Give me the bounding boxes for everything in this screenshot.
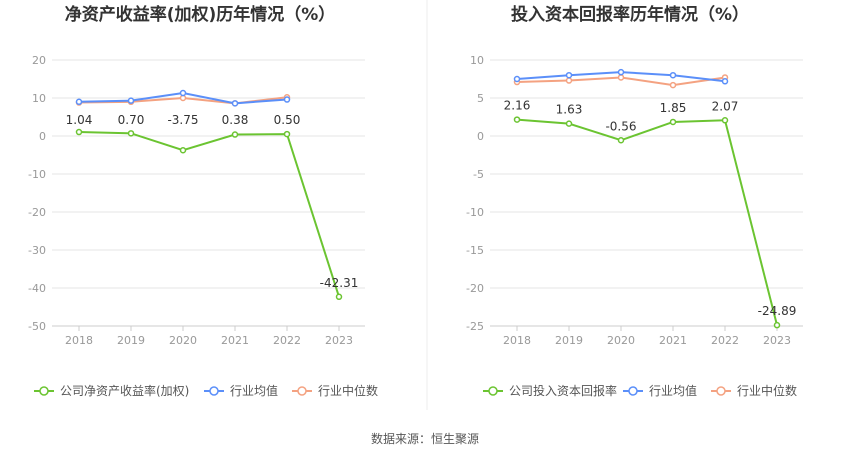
data-point[interactable] (75, 128, 83, 136)
y-tick-label: 0 (39, 130, 46, 143)
data-point[interactable] (231, 131, 239, 138)
y-tick-label: 20 (32, 54, 46, 67)
legend-marker-icon (716, 386, 726, 396)
data-point[interactable] (127, 130, 135, 137)
data-point[interactable] (127, 97, 135, 104)
x-tick-label: 2022 (273, 334, 301, 347)
data-point[interactable] (617, 68, 625, 76)
data-point[interactable] (513, 75, 521, 83)
data-point[interactable] (617, 137, 625, 144)
data-point[interactable] (617, 74, 625, 81)
x-tick-label: 2022 (711, 334, 739, 347)
data-label: 0.50 (274, 113, 301, 127)
legend-label: 行业中位数 (737, 383, 797, 398)
y-tick-label: 0 (477, 130, 484, 143)
x-tick-label: 2023 (325, 334, 353, 347)
legend-marker-icon (628, 386, 638, 396)
data-source-text: 数据来源：恒生聚源 (371, 431, 479, 446)
data-point[interactable] (669, 71, 677, 79)
x-tick-label: 2020 (169, 334, 197, 347)
y-tick-label: 5 (477, 92, 484, 105)
x-tick-label: 2021 (221, 334, 249, 347)
legend-label: 行业均值 (649, 383, 697, 398)
y-tick-label: -10 (466, 206, 484, 219)
data-point[interactable] (721, 78, 729, 85)
data-point[interactable] (513, 116, 521, 123)
data-point[interactable] (283, 96, 291, 103)
legend-item[interactable]: 行业均值 (204, 383, 278, 398)
legend-label: 行业均值 (230, 383, 278, 398)
y-tick-label: -25 (466, 320, 484, 333)
data-point[interactable] (179, 89, 187, 97)
roe-chart-panel: 净资产收益率(加权)历年情况（%） 20 10 0 -10 -20 -30 -40 -50 201… (28, 4, 378, 398)
legend-marker-icon (39, 386, 49, 396)
x-tick-label: 2019 (117, 334, 145, 347)
legend-marker-icon (488, 386, 498, 396)
data-label: -24.89 (758, 304, 797, 318)
data-point[interactable] (773, 321, 781, 329)
legend-label: 公司投入资本回报率 (509, 383, 617, 398)
data-label: -42.31 (320, 276, 359, 290)
y-tick-label: 10 (32, 92, 46, 105)
y-tick-label: -40 (28, 282, 46, 295)
legend-item[interactable]: 行业均值 (623, 383, 697, 398)
data-point[interactable] (565, 120, 573, 127)
x-tick-label: 2018 (503, 334, 531, 347)
y-tick-label: -50 (28, 320, 46, 333)
data-label: 0.70 (118, 113, 145, 127)
x-tick-label: 2021 (659, 334, 687, 347)
y-tick-label: -5 (473, 168, 484, 181)
y-tick-label: -20 (28, 206, 46, 219)
data-label: 2.16 (504, 99, 531, 113)
data-point[interactable] (179, 147, 187, 154)
roic-chart-panel: 投入资本回报率历年情况（%） 10 5 0 -5 -10 -15 -20 -25 2018 2019… (466, 4, 803, 398)
legend-item[interactable]: 公司净资产收益率(加权) (34, 383, 189, 398)
data-point[interactable] (231, 100, 239, 107)
data-point[interactable] (283, 130, 291, 138)
y-tick-label: -20 (466, 282, 484, 295)
y-tick-label: 10 (470, 54, 484, 67)
y-tick-label: -10 (28, 168, 46, 181)
legend-marker-icon (209, 386, 219, 396)
chart-title: 投入资本回报率历年情况（%） (511, 4, 749, 25)
data-label: 1.04 (66, 113, 93, 127)
data-point[interactable] (669, 118, 677, 126)
legend-item[interactable]: 行业中位数 (292, 383, 378, 398)
x-tick-label: 2023 (763, 334, 791, 347)
data-label: -0.56 (605, 119, 636, 133)
x-tick-label: 2020 (607, 334, 635, 347)
data-point[interactable] (335, 293, 343, 301)
legend-marker-icon (297, 386, 307, 396)
x-tick-label: 2019 (555, 334, 583, 347)
data-point[interactable] (565, 77, 573, 84)
data-label: 1.63 (556, 103, 583, 117)
data-point[interactable] (669, 81, 677, 89)
data-label: 0.38 (222, 113, 249, 127)
legend-label: 公司净资产收益率(加权) (60, 383, 189, 398)
y-tick-label: -30 (28, 244, 46, 257)
y-tick-label: -15 (466, 244, 484, 257)
legend-item[interactable]: 行业中位数 (711, 383, 797, 398)
series-line (516, 118, 778, 326)
legend-label: 行业中位数 (318, 383, 378, 398)
data-point[interactable] (721, 117, 729, 124)
legend-item[interactable]: 公司投入资本回报率 (483, 383, 617, 398)
data-label: -3.75 (167, 113, 198, 127)
data-label: 2.07 (712, 99, 739, 113)
data-point[interactable] (75, 98, 83, 106)
chart-title: 净资产收益率(加权)历年情况（%） (65, 4, 336, 25)
series-line (78, 131, 340, 298)
data-point[interactable] (565, 71, 573, 79)
x-tick-label: 2018 (65, 334, 93, 347)
data-label: 1.85 (660, 101, 687, 115)
